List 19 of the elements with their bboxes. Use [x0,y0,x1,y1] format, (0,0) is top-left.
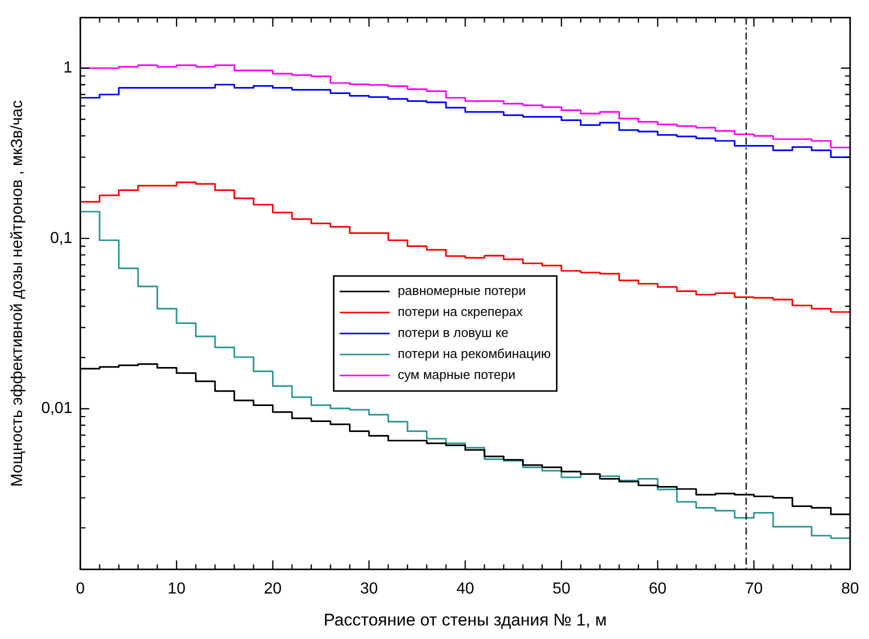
legend-label: равномерные потери [398,283,526,298]
legend-label: сум марные потери [398,367,516,382]
y-tick-label: 0,1 [50,230,72,247]
y-tick-label: 1 [63,60,72,77]
x-tick-label: 20 [264,580,282,598]
y-axis-title: Мощность эффективной дозы нейтронов , мкЗв/час [9,100,26,487]
y-tick-label: 0,01 [41,400,72,418]
x-tick-label: 50 [552,580,570,598]
legend-label: потери на рекомбинацию [398,346,551,362]
x-tick-label: 40 [456,580,474,598]
x-tick-label: 60 [648,580,667,598]
x-tick-label: 30 [360,580,378,598]
x-tick-label: 70 [744,580,763,598]
x-axis-title: Расстояние от стены здания № 1, м [324,610,607,630]
legend-label: потери на скреперах [398,304,524,320]
x-tick-label: 10 [168,580,186,598]
legend-label: потери в ловуш ке [398,325,509,340]
x-tick-label: 0 [76,580,85,598]
x-tick-label: 80 [841,580,860,598]
